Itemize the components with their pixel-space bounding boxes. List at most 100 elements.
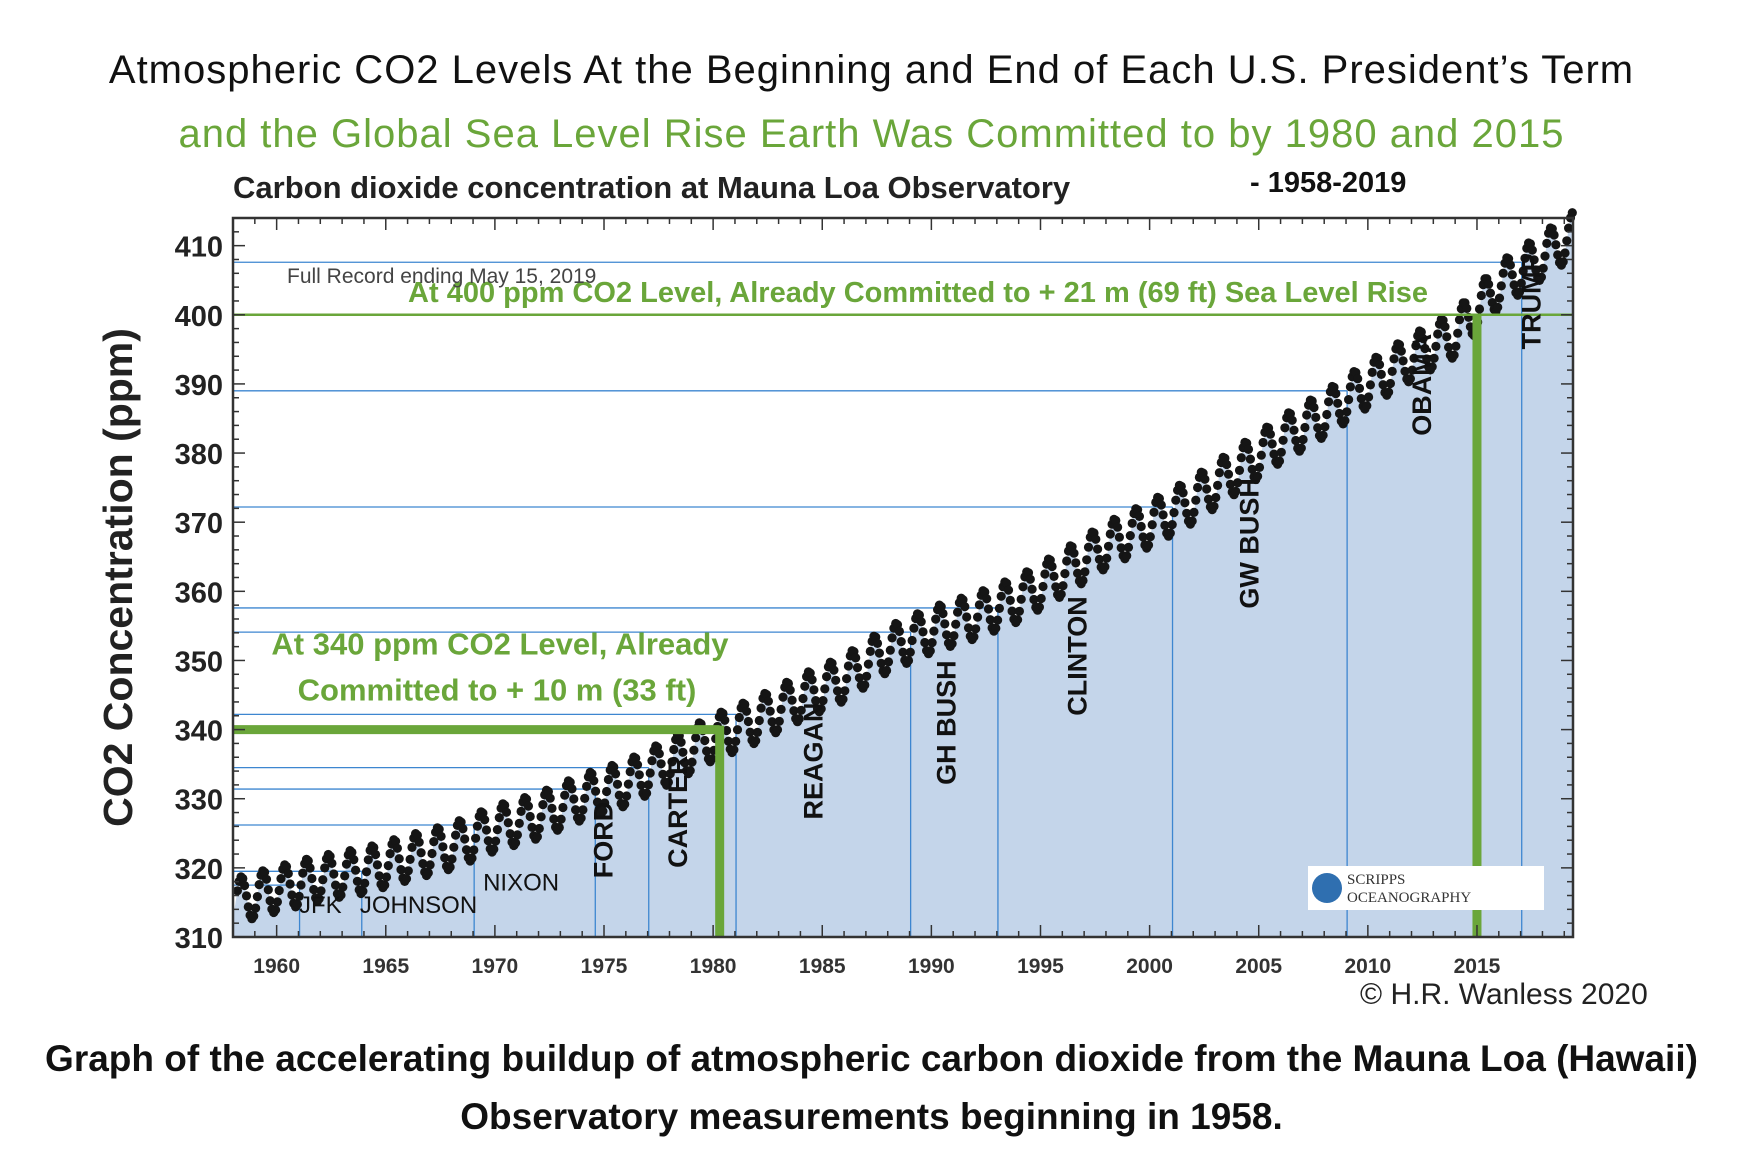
data-point <box>1364 392 1374 402</box>
data-point <box>1407 365 1417 375</box>
data-point <box>598 806 608 816</box>
data-point <box>249 911 259 921</box>
data-point <box>1536 272 1546 282</box>
data-point <box>973 612 983 622</box>
y-tick-label: 350 <box>175 646 223 678</box>
x-tick-label: 1985 <box>799 955 846 978</box>
logo-text: SCRIPPS <box>1347 872 1405 888</box>
data-point <box>403 866 413 876</box>
data-point <box>832 686 843 696</box>
data-point <box>1451 341 1461 351</box>
data-point <box>271 905 281 915</box>
x-tick-label: 1990 <box>908 955 955 978</box>
data-point <box>996 591 1006 601</box>
data-point <box>1078 575 1088 586</box>
data-point <box>745 727 755 737</box>
data-point <box>1060 569 1070 579</box>
data-point <box>1516 278 1526 288</box>
data-point <box>501 807 512 817</box>
data-point <box>732 725 743 735</box>
data-point <box>876 658 886 668</box>
data-point <box>1103 541 1114 551</box>
data-point <box>811 696 821 706</box>
data-point <box>916 617 926 627</box>
data-point <box>380 880 390 890</box>
data-point <box>1236 453 1246 463</box>
x-tick-label: 1970 <box>472 955 519 978</box>
data-point <box>1071 558 1081 568</box>
data-point <box>358 886 368 896</box>
data-point <box>1016 594 1026 604</box>
data-point <box>903 655 914 666</box>
data-point <box>1420 343 1430 354</box>
data-point <box>407 842 417 853</box>
data-point <box>1484 279 1494 289</box>
data-point <box>1082 555 1092 565</box>
president-label: OBAMA <box>1407 334 1437 436</box>
x-tick-label: 1975 <box>581 955 628 978</box>
data-point <box>1507 270 1517 280</box>
data-point <box>1567 208 1577 218</box>
data-point <box>1540 251 1550 261</box>
data-point <box>1280 423 1290 433</box>
data-point <box>887 633 897 643</box>
data-point <box>1158 510 1168 520</box>
data-point <box>1553 250 1563 260</box>
data-point <box>243 902 253 912</box>
data-point <box>427 848 437 859</box>
president-label: CARTER <box>663 755 693 868</box>
data-point <box>372 860 382 870</box>
data-point <box>1422 354 1432 364</box>
y-tick-label: 340 <box>175 716 223 748</box>
data-point <box>931 614 941 624</box>
data-point <box>578 805 588 815</box>
page-title: Atmospheric CO2 Levels At the Beginning … <box>108 48 1635 92</box>
y-tick-label: 320 <box>175 854 223 886</box>
data-point <box>729 745 739 755</box>
data-point <box>1213 480 1223 490</box>
data-point <box>500 800 510 810</box>
data-point <box>1165 528 1175 538</box>
data-point <box>1485 288 1495 298</box>
data-point <box>898 647 908 657</box>
data-point <box>1300 422 1310 433</box>
data-point <box>1431 341 1441 351</box>
y-tick-label: 390 <box>175 370 223 402</box>
data-point <box>756 703 766 713</box>
data-point <box>374 871 384 881</box>
data-point <box>436 831 446 842</box>
data-point <box>327 858 337 869</box>
data-point <box>1493 302 1503 312</box>
data-point <box>1562 236 1572 246</box>
data-point <box>560 790 570 800</box>
data-point <box>241 891 252 901</box>
data-point <box>1029 594 1039 605</box>
data-point <box>252 892 262 902</box>
y-tick-label: 380 <box>175 439 223 471</box>
x-tick-label: 2015 <box>1454 955 1501 978</box>
data-point <box>865 646 875 657</box>
president-label: CLINTON <box>1062 596 1092 716</box>
data-point <box>1365 380 1375 390</box>
data-point <box>1169 507 1179 518</box>
data-point <box>383 861 393 871</box>
data-point <box>1289 425 1299 435</box>
data-point <box>331 880 341 890</box>
data-point <box>863 659 874 669</box>
data-point <box>1462 303 1472 313</box>
data-point <box>1298 434 1308 445</box>
data-point <box>842 674 852 684</box>
data-point <box>798 693 808 704</box>
data-point <box>1311 412 1321 422</box>
data-point <box>994 603 1005 614</box>
copyright: © H.R. Wanless 2020 <box>1360 978 1648 1011</box>
x-axis: 1960 1965 1970 1975 1980 1985 1990 1995 2000 2005… <box>232 218 1566 978</box>
data-point <box>503 818 513 828</box>
globe-icon <box>1312 873 1342 903</box>
data-point <box>1560 248 1570 258</box>
data-point <box>985 615 995 625</box>
data-point <box>907 635 917 646</box>
data-point <box>1367 367 1377 377</box>
data-point <box>874 648 885 658</box>
